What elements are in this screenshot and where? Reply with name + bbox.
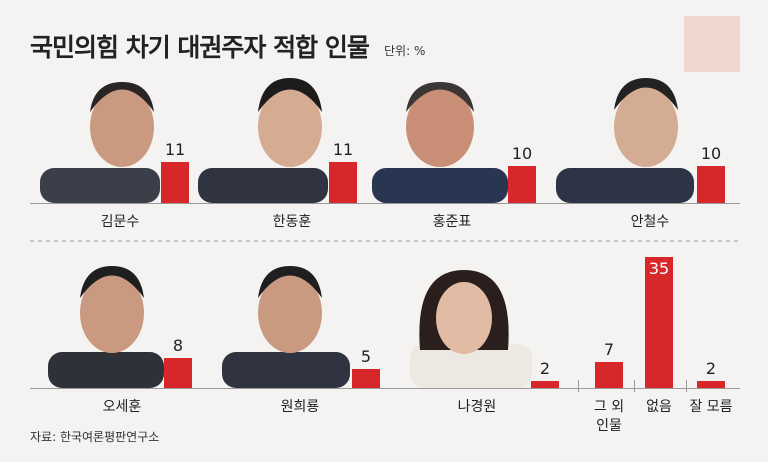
bar xyxy=(531,380,559,388)
separator-tick xyxy=(578,380,579,392)
category-label: 오세훈 xyxy=(102,399,142,415)
unit-label: 단위: % xyxy=(384,44,426,58)
value-label: 35 xyxy=(648,259,670,278)
bar xyxy=(164,358,192,388)
bar xyxy=(697,165,725,203)
category-label: 잘 모름 xyxy=(689,399,733,415)
category-label: 그 외 인물 xyxy=(593,399,625,434)
value-label: 2 xyxy=(705,358,717,378)
source: 자료: 한국여론평판연구소 xyxy=(30,430,160,444)
bar xyxy=(697,380,725,388)
category-label: 나경원 xyxy=(457,399,497,415)
category-label: 안철수 xyxy=(630,214,670,230)
bar xyxy=(352,369,380,388)
decoration xyxy=(684,16,740,72)
value-label: 2 xyxy=(539,358,551,378)
baseline xyxy=(30,203,740,204)
value-label: 11 xyxy=(164,139,186,159)
category-label: 없음 xyxy=(646,399,672,415)
value-label: 10 xyxy=(511,143,533,163)
value-label: 10 xyxy=(700,143,722,163)
separator-tick xyxy=(634,380,635,392)
photo-placeholders xyxy=(40,78,694,388)
baseline xyxy=(30,388,740,389)
photo xyxy=(556,78,694,203)
chart-title: 국민의힘 차기 대권주자 적합 인물 xyxy=(30,33,370,62)
category-label: 원희룡 xyxy=(280,399,320,415)
value-label: 5 xyxy=(360,347,372,367)
value-label: 7 xyxy=(603,339,615,359)
photo xyxy=(410,270,532,388)
category-label: 홍준표 xyxy=(432,214,472,230)
bar xyxy=(508,165,536,203)
value-label: 8 xyxy=(172,336,184,356)
bar xyxy=(595,361,623,388)
photo xyxy=(40,82,160,203)
category-label: 김문수 xyxy=(100,214,140,230)
photo xyxy=(198,78,328,203)
photo xyxy=(372,82,508,203)
bar xyxy=(329,161,357,203)
separator-tick xyxy=(686,380,687,392)
bar xyxy=(645,257,673,388)
value-label: 11 xyxy=(332,139,354,159)
bar xyxy=(161,161,189,203)
photo xyxy=(48,266,164,388)
photo xyxy=(222,266,350,388)
category-label: 한동훈 xyxy=(272,214,312,230)
